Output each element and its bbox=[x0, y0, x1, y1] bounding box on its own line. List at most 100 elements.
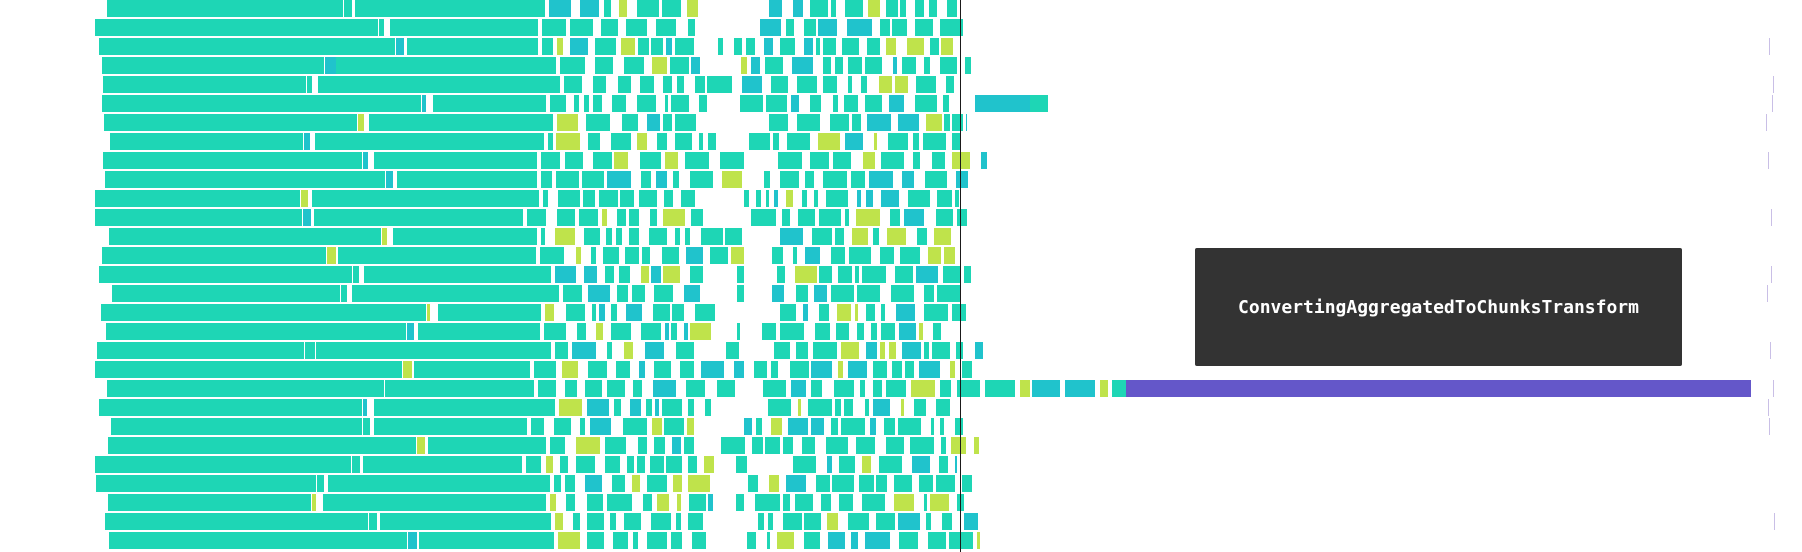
task-bar[interactable] bbox=[949, 532, 973, 549]
task-bar[interactable] bbox=[363, 418, 370, 435]
task-bar[interactable] bbox=[841, 342, 859, 359]
task-bar[interactable] bbox=[555, 266, 576, 283]
task-bar[interactable] bbox=[550, 95, 566, 112]
task-bar[interactable] bbox=[653, 380, 676, 397]
task-bar[interactable] bbox=[655, 399, 659, 416]
task-bar[interactable] bbox=[666, 38, 672, 55]
task-bar[interactable] bbox=[746, 38, 755, 55]
task-tick[interactable] bbox=[1771, 209, 1772, 226]
task-bar[interactable] bbox=[952, 152, 970, 169]
task-bar[interactable] bbox=[557, 209, 575, 226]
task-bar[interactable] bbox=[305, 342, 315, 359]
task-bar[interactable] bbox=[685, 228, 690, 245]
task-bar[interactable] bbox=[662, 399, 682, 416]
task-bar[interactable] bbox=[647, 114, 660, 131]
task-bar[interactable] bbox=[684, 285, 700, 302]
task-bar[interactable] bbox=[653, 304, 670, 321]
task-bar[interactable] bbox=[742, 76, 762, 93]
task-bar[interactable] bbox=[616, 228, 622, 245]
task-bar[interactable] bbox=[839, 494, 853, 511]
task-bar[interactable] bbox=[944, 114, 950, 131]
task-bar[interactable] bbox=[934, 228, 951, 245]
task-bar[interactable] bbox=[102, 57, 324, 74]
task-bar[interactable] bbox=[358, 114, 364, 131]
task-bar[interactable] bbox=[849, 247, 871, 264]
task-bar[interactable] bbox=[974, 437, 979, 454]
task-bar[interactable] bbox=[823, 38, 836, 55]
task-bar[interactable] bbox=[914, 399, 926, 416]
task-bar[interactable] bbox=[754, 361, 767, 378]
task-bar[interactable] bbox=[717, 380, 735, 397]
task-bar[interactable] bbox=[826, 190, 848, 207]
task-bar[interactable] bbox=[904, 209, 924, 226]
task-bar[interactable] bbox=[112, 285, 340, 302]
task-bar[interactable] bbox=[734, 361, 744, 378]
task-bar[interactable] bbox=[637, 0, 659, 17]
task-bar[interactable] bbox=[708, 494, 713, 511]
task-tick[interactable] bbox=[1766, 114, 1767, 131]
task-bar[interactable] bbox=[614, 399, 621, 416]
task-bar[interactable] bbox=[848, 513, 869, 530]
task-tick[interactable] bbox=[1771, 266, 1772, 283]
task-bar[interactable] bbox=[797, 76, 817, 93]
task-bar[interactable] bbox=[559, 399, 582, 416]
task-bar[interactable] bbox=[855, 266, 859, 283]
task-bar[interactable] bbox=[886, 380, 906, 397]
task-bar[interactable] bbox=[95, 190, 300, 207]
task-bar[interactable] bbox=[787, 133, 810, 150]
task-bar[interactable] bbox=[763, 380, 786, 397]
task-bar[interactable] bbox=[880, 247, 894, 264]
task-bar[interactable] bbox=[408, 532, 417, 549]
task-bar[interactable] bbox=[731, 247, 744, 264]
task-bar[interactable] bbox=[977, 532, 980, 549]
task-bar[interactable] bbox=[604, 0, 611, 17]
task-bar[interactable] bbox=[803, 304, 808, 321]
task-bar[interactable] bbox=[773, 133, 779, 150]
task-bar[interactable] bbox=[865, 95, 882, 112]
task-bar[interactable] bbox=[782, 209, 790, 226]
task-bar[interactable] bbox=[823, 57, 831, 74]
task-bar[interactable] bbox=[414, 361, 530, 378]
task-bar[interactable] bbox=[769, 475, 779, 492]
task-bar[interactable] bbox=[563, 285, 582, 302]
task-bar[interactable] bbox=[838, 266, 852, 283]
task-bar[interactable] bbox=[318, 76, 560, 93]
task-bar[interactable] bbox=[857, 285, 880, 302]
task-bar[interactable] bbox=[736, 494, 744, 511]
task-bar[interactable] bbox=[940, 19, 963, 36]
task-bar[interactable] bbox=[786, 475, 806, 492]
task-bar[interactable] bbox=[363, 399, 367, 416]
task-bar[interactable] bbox=[531, 418, 544, 435]
task-bar[interactable] bbox=[595, 57, 613, 74]
task-bar[interactable] bbox=[772, 247, 783, 264]
task-bar[interactable] bbox=[768, 399, 791, 416]
task-bar[interactable] bbox=[924, 304, 948, 321]
task-bar[interactable] bbox=[592, 304, 596, 321]
task-bar[interactable] bbox=[96, 475, 316, 492]
task-bar[interactable] bbox=[684, 437, 694, 454]
task-bar[interactable] bbox=[396, 38, 404, 55]
task-bar[interactable] bbox=[765, 57, 783, 74]
task-bar[interactable] bbox=[550, 494, 556, 511]
task-bar[interactable] bbox=[301, 190, 308, 207]
task-bar[interactable] bbox=[590, 418, 611, 435]
task-bar[interactable] bbox=[915, 95, 937, 112]
task-bar[interactable] bbox=[771, 76, 788, 93]
task-bar[interactable] bbox=[744, 190, 749, 207]
task-bar[interactable] bbox=[764, 38, 773, 55]
task-bar[interactable] bbox=[880, 19, 890, 36]
task-bar[interactable] bbox=[641, 171, 651, 188]
task-bar[interactable] bbox=[397, 171, 537, 188]
task-bar[interactable] bbox=[557, 38, 563, 55]
task-bar[interactable] bbox=[611, 323, 631, 340]
task-bar[interactable] bbox=[699, 95, 707, 112]
task-bar[interactable] bbox=[718, 38, 723, 55]
task-bar[interactable] bbox=[957, 209, 967, 226]
task-bar[interactable] bbox=[966, 114, 967, 131]
task-bar[interactable] bbox=[839, 456, 855, 473]
task-bar[interactable] bbox=[913, 133, 919, 150]
task-bar[interactable] bbox=[804, 532, 820, 549]
task-bar[interactable] bbox=[624, 57, 644, 74]
task-bar[interactable] bbox=[623, 418, 647, 435]
task-bar[interactable] bbox=[778, 152, 802, 169]
